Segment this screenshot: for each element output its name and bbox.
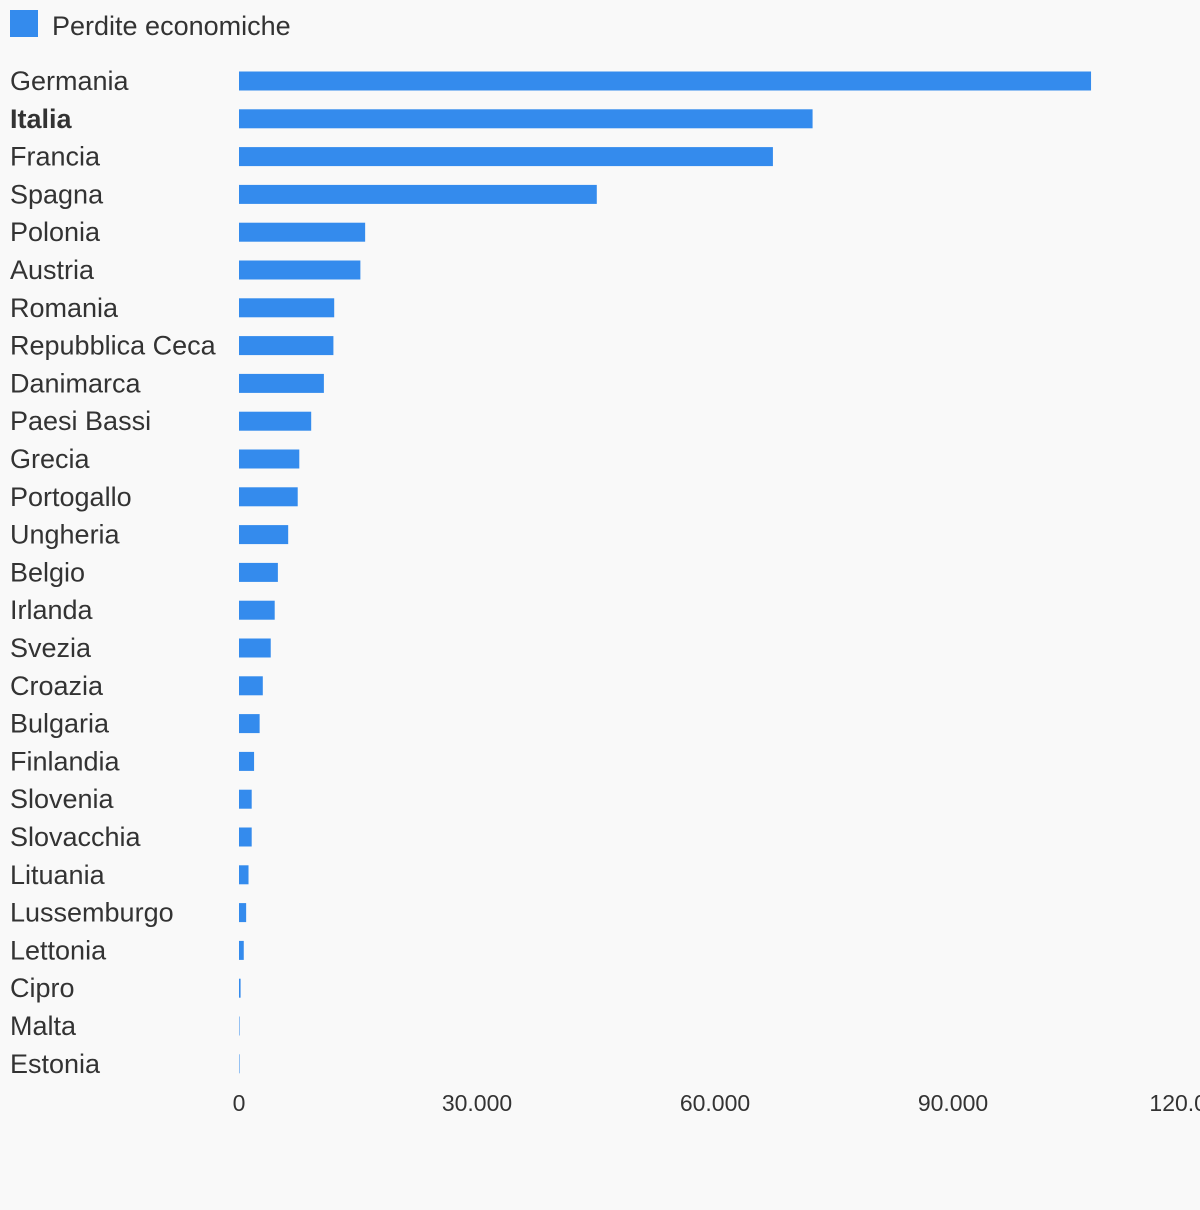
bar-1 [239,109,813,129]
legend-swatch [10,10,38,37]
category-label-24: Cipro [10,973,75,1003]
bar-24 [239,978,241,998]
category-label-18: Finlandia [10,746,121,776]
bar-3 [239,184,597,204]
category-label-19: Slovenia [10,784,115,814]
bar-17 [239,714,260,734]
category-label-11: Portogallo [10,482,132,512]
category-label-9: Paesi Bassi [10,406,151,436]
legend: Perdite economiche [10,10,291,41]
category-label-15: Svezia [10,633,92,663]
category-label-3: Spagna [10,179,104,209]
category-labels: Germania Italia Francia Spagna Polonia Austri… [10,66,217,1079]
category-label-7: Repubblica Ceca [10,331,217,361]
category-label-20: Slovacchia [10,822,142,852]
category-label-4: Polonia [10,217,101,247]
category-label-10: Grecia [10,444,91,474]
bar-26 [239,1054,240,1074]
bar-12 [239,525,289,545]
category-label-0: Germania [10,66,130,96]
bar-6 [239,298,335,318]
bar-9 [239,411,312,431]
bar-19 [239,789,252,809]
category-label-17: Bulgaria [10,709,110,739]
category-label-23: Lettonia [10,935,107,965]
legend-label: Perdite economiche [52,11,291,41]
bar-21 [239,865,249,885]
bar-25 [239,1016,240,1036]
category-label-21: Lituania [10,860,106,890]
bar-23 [239,940,244,960]
x-axis-ticks: 0 30.000 60.000 90.000 120.000 [233,1090,1200,1116]
x-tick-label-0: 0 [233,1090,246,1116]
bar-13 [239,562,278,582]
bar-2 [239,147,773,167]
bar-7 [239,336,334,356]
category-label-25: Malta [10,1011,77,1041]
bar-14 [239,600,275,620]
bars [239,71,1092,1074]
bar-10 [239,449,300,469]
bar-18 [239,751,255,771]
bar-0 [239,71,1092,91]
x-tick-label-2: 60.000 [680,1090,750,1116]
bar-22 [239,903,247,923]
category-label-16: Croazia [10,671,104,701]
category-label-14: Irlanda [10,595,94,625]
bar-15 [239,638,271,658]
bar-11 [239,487,298,507]
bar-5 [239,260,361,280]
category-label-5: Austria [10,255,95,285]
bar-20 [239,827,252,847]
category-label-22: Lussemburgo [10,898,174,928]
x-tick-label-3: 90.000 [918,1090,988,1116]
category-label-1: Italia [10,104,73,134]
category-label-6: Romania [10,293,119,323]
category-label-13: Belgio [10,557,85,587]
x-tick-label-4: 120.000 [1149,1090,1200,1116]
x-tick-label-1: 30.000 [442,1090,512,1116]
category-label-8: Danimarca [10,368,142,398]
category-label-2: Francia [10,142,101,172]
bar-4 [239,222,366,242]
category-label-12: Ungheria [10,520,121,550]
bar-8 [239,373,324,393]
bar-16 [239,676,263,696]
category-label-26: Estonia [10,1049,101,1079]
